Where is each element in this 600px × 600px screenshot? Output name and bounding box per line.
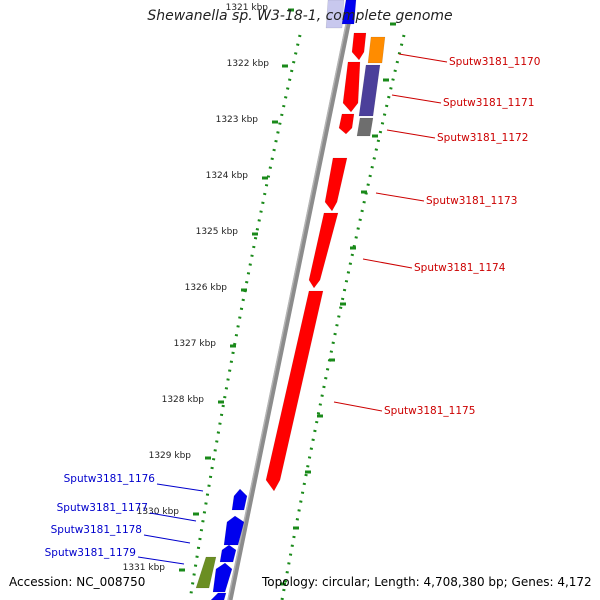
gene-leader-line — [143, 534, 191, 544]
gene-label[interactable]: Sputw3181_1170 — [449, 56, 540, 68]
genes-label: Genes: — [511, 575, 554, 589]
gene-arrow[interactable] — [210, 592, 227, 600]
gene-arrow[interactable] — [223, 515, 245, 546]
gene-label[interactable]: Sputw3181_1176 — [64, 473, 156, 485]
gene-arrow[interactable] — [308, 212, 339, 289]
gene-arrow[interactable] — [219, 544, 237, 563]
gene-arrow[interactable] — [341, 0, 357, 25]
ruler-tick-label: 1325 kbp — [196, 227, 239, 237]
gene-arrow[interactable] — [325, 0, 345, 29]
gene-leader-line — [137, 556, 185, 565]
gene-label[interactable]: Sputw3181_1177 — [57, 502, 148, 514]
gene-leader-line — [375, 192, 425, 202]
gene-leader-line — [333, 401, 383, 412]
gene-leader-line — [398, 53, 448, 63]
accession-label: Accession: — [9, 575, 73, 589]
gene-arrow[interactable] — [358, 64, 381, 117]
ruler-tick-label: 1322 kbp — [227, 59, 270, 69]
ruler-tick-label: 1324 kbp — [206, 171, 249, 181]
gene-arrow[interactable] — [195, 556, 217, 589]
outer-ruler-dots — [188, 34, 302, 600]
gene-arrow[interactable] — [356, 117, 374, 137]
gene-label[interactable]: Sputw3181_1178 — [51, 524, 142, 536]
genes-value: 4,172 — [557, 575, 592, 589]
ruler-tick-label: 1328 kbp — [162, 395, 205, 405]
gene-label[interactable]: Sputw3181_1179 — [45, 547, 136, 559]
gene-arrow[interactable] — [231, 488, 248, 511]
gene-leader-line — [391, 94, 442, 104]
ruler-tick-label: 1330 kbp — [137, 507, 180, 517]
ruler-tick-label: 1321 kbp — [226, 3, 269, 13]
length-label: Length: — [374, 575, 420, 589]
gene-arrow[interactable] — [351, 32, 367, 61]
gene-arrow[interactable] — [342, 61, 361, 113]
ruler-tick-label: 1329 kbp — [149, 451, 192, 461]
length-value: 4,708,380 bp — [423, 575, 504, 589]
gene-label[interactable]: Sputw3181_1175 — [384, 405, 475, 417]
gene-leader-line — [362, 258, 413, 269]
gene-arrow[interactable] — [338, 113, 355, 135]
gene-leader-line — [149, 512, 197, 522]
ruler-tick-label: 1327 kbp — [174, 339, 217, 349]
ruler-tick-label: 1331 kbp — [123, 563, 166, 573]
gene-label[interactable]: Sputw3181_1172 — [437, 132, 528, 144]
accession-value: NC_008750 — [76, 575, 146, 589]
gene-leader-line — [156, 483, 204, 492]
gene-arrow[interactable] — [265, 290, 324, 492]
ruler-tick-label: 1323 kbp — [216, 115, 259, 125]
map-title: Shewanella sp. W3-18-1, complete genome — [147, 8, 453, 24]
topology-label: Topology: — [262, 575, 319, 589]
gene-label[interactable]: Sputw3181_1173 — [426, 195, 517, 207]
genome-summary: Topology: circular; Length: 4,708,380 bp… — [262, 575, 592, 589]
gene-label[interactable]: Sputw3181_1171 — [443, 97, 534, 109]
gene-label[interactable]: Sputw3181_1174 — [414, 262, 506, 274]
topology-value: circular — [321, 575, 367, 589]
gene-arrow[interactable] — [324, 157, 348, 212]
gene-arrow[interactable] — [367, 36, 386, 64]
gene-leader-line — [386, 129, 436, 139]
gene-arrow[interactable] — [212, 562, 233, 593]
ruler-tick-label: 1326 kbp — [185, 283, 228, 293]
accession-info: Accession: NC_008750 — [9, 575, 145, 589]
genome-backbone — [227, 0, 356, 600]
